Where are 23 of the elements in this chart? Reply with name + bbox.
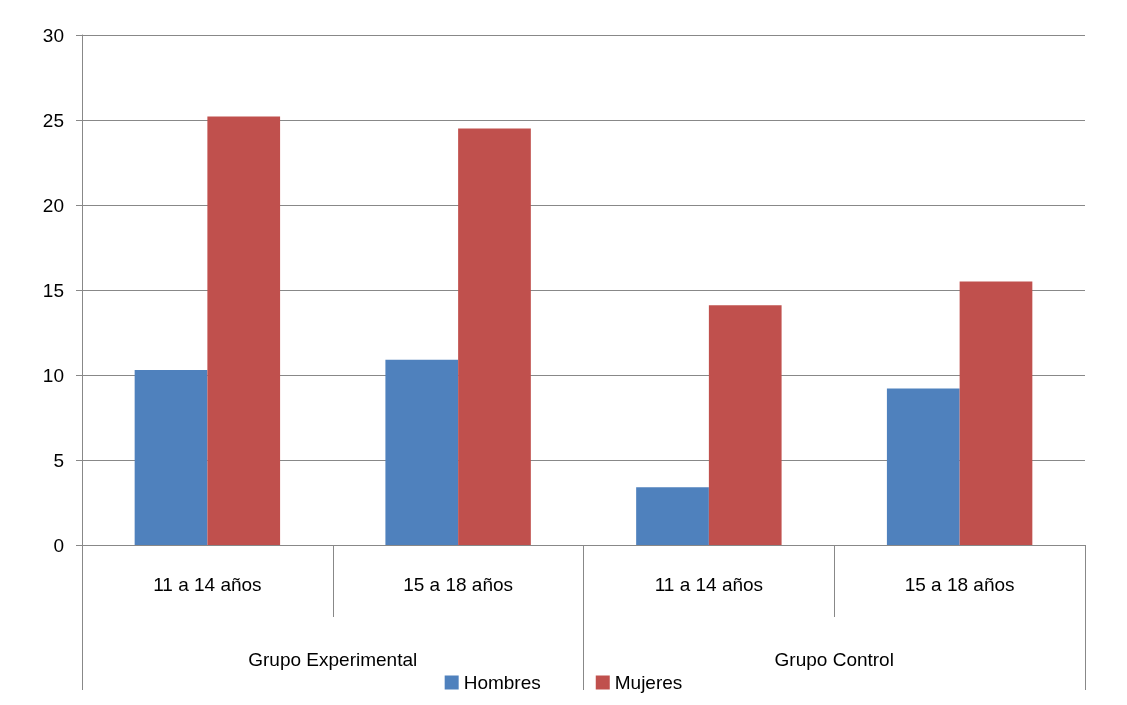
y-tick-label: 0 (53, 534, 64, 556)
text: Grupo Control (774, 649, 894, 670)
x-tick-label: 11 a 14 años (153, 574, 262, 595)
y-tick-label: 5 (53, 449, 64, 471)
bar (385, 359, 459, 545)
legend-label: Mujeres (614, 672, 683, 693)
x-tick-label: 11 a 14 años (654, 574, 764, 595)
bar (708, 305, 782, 545)
bar (636, 487, 709, 545)
x-tick-label: 15 a 18 años (904, 574, 1015, 595)
x-tick-label: 15 a 18 años (403, 574, 514, 595)
y-tick-label: 10 (42, 364, 64, 386)
bar (207, 116, 281, 545)
text: Grupo Experimental (248, 649, 418, 670)
bar (134, 369, 208, 545)
legend-label: Hombres (463, 672, 541, 693)
bar (959, 281, 1033, 545)
y-tick-label: 20 (42, 194, 64, 216)
y-tick-label: 25 (42, 109, 64, 131)
bar (458, 128, 531, 545)
y-tick-label: 30 (42, 24, 64, 46)
bar (886, 388, 960, 545)
y-tick-label: 15 (42, 279, 64, 301)
